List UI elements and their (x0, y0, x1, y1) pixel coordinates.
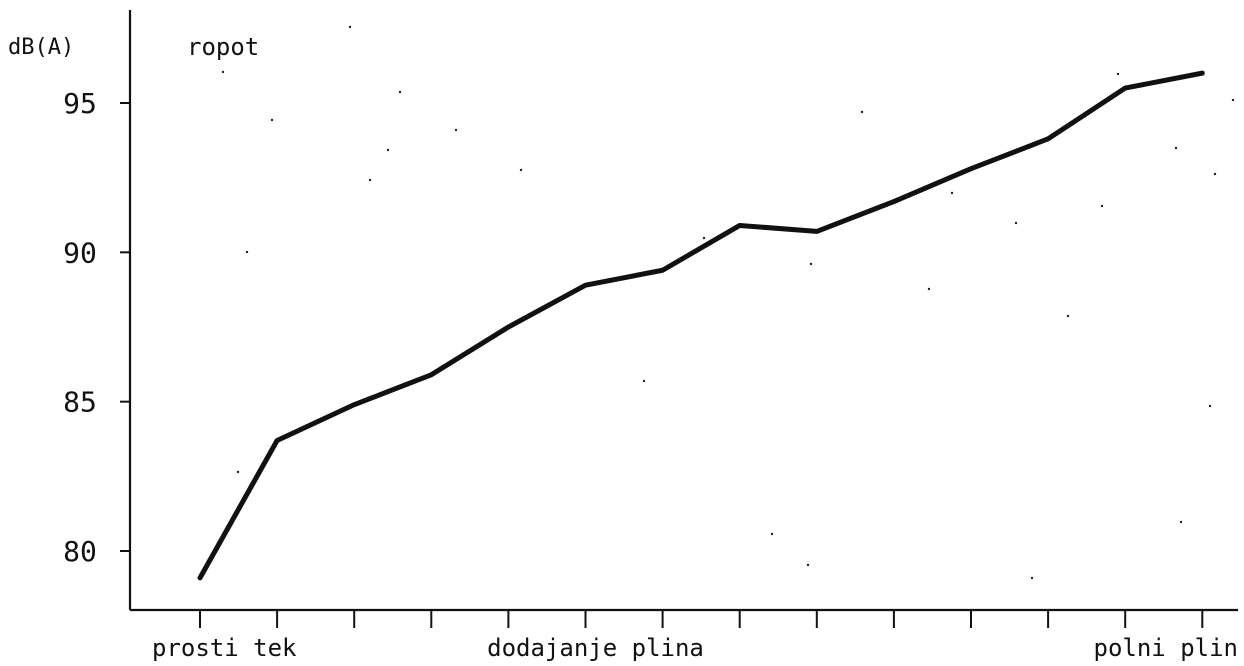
data-point (1123, 85, 1128, 91)
scan-speck (1066, 314, 1070, 318)
data-point (506, 324, 511, 330)
series-label: ropot (187, 33, 259, 61)
data-point (1045, 136, 1051, 142)
scan-speck (270, 118, 274, 122)
scan-speck (1014, 221, 1018, 225)
data-point (968, 166, 974, 171)
y-tick-label: 85 (63, 386, 97, 419)
scan-speck (927, 287, 931, 291)
scan-speck (806, 563, 810, 567)
scan-speck (1231, 98, 1235, 102)
series-layer (197, 70, 1205, 581)
scan-speckles (221, 25, 1235, 580)
scan-speck (1208, 404, 1212, 408)
scan-speck (1179, 520, 1183, 524)
scan-speck (1213, 172, 1217, 176)
scan-speck (348, 25, 352, 29)
data-point (197, 575, 203, 581)
y-axis-ticks: 80 85 90 95 (63, 87, 130, 568)
scan-speck (860, 110, 864, 114)
scan-speck (702, 236, 706, 240)
y-tick-label: 80 (63, 535, 97, 568)
scan-speck (236, 470, 240, 474)
data-point (891, 199, 897, 204)
x-tick-label: polni plin (1094, 634, 1239, 661)
y-tick-label: 90 (63, 236, 97, 269)
scan-speck (221, 70, 225, 74)
scan-speck (950, 191, 954, 195)
scan-speck (1174, 146, 1178, 150)
data-point (274, 438, 280, 443)
data-point (660, 268, 665, 273)
data-point (814, 229, 819, 234)
scan-speck (519, 168, 523, 172)
scan-speck (809, 262, 813, 266)
scan-speck (398, 90, 402, 94)
data-point (429, 372, 434, 377)
scan-speck (770, 532, 774, 536)
data-point (583, 282, 588, 288)
data-point (352, 402, 357, 407)
scan-speck (386, 148, 390, 152)
scan-speck (1116, 72, 1120, 76)
y-tick-label: 95 (63, 87, 97, 120)
data-point (737, 223, 742, 228)
scan-speck (454, 128, 458, 132)
x-tick-label: dodajanje plina (487, 634, 704, 661)
scan-speck (245, 250, 249, 254)
scan-speck (1100, 204, 1104, 208)
scan-speck (368, 178, 372, 182)
data-point (1200, 70, 1205, 76)
x-axis-ticks: prosti tek dodajanje plina polni plin (152, 610, 1239, 662)
y-axis-label: dB(A) (8, 35, 74, 60)
x-tick-label: prosti tek (152, 634, 297, 661)
scan-speck (642, 379, 646, 383)
scan-speck (1030, 576, 1034, 580)
series-line (197, 70, 1205, 581)
